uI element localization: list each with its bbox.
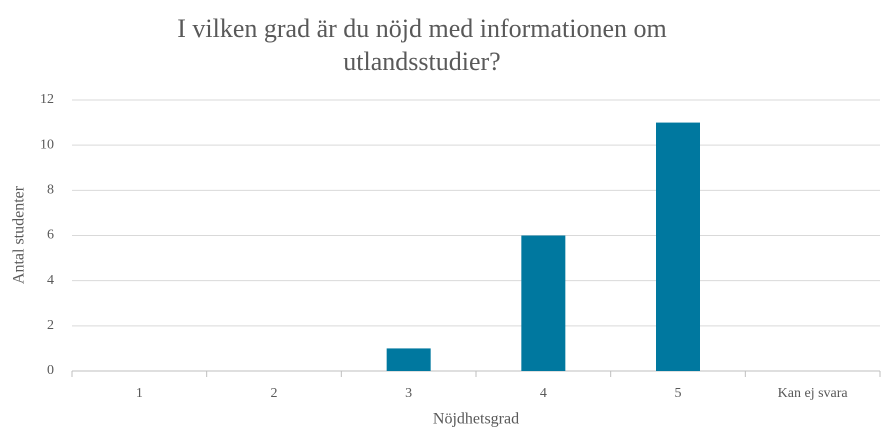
y-tick-label: 6 bbox=[47, 228, 54, 243]
y-tick-label: 8 bbox=[47, 183, 54, 198]
x-axis-label: Nöjdhetsgrad bbox=[433, 411, 519, 428]
x-tick-label: 5 bbox=[675, 386, 682, 401]
y-tick-label: 4 bbox=[47, 273, 54, 288]
y-axis-label: Antal studenter bbox=[11, 185, 28, 284]
y-tick-label: 12 bbox=[40, 92, 54, 107]
bar bbox=[386, 348, 431, 371]
y-tick-label: 2 bbox=[47, 318, 54, 333]
chart-title: I vilken grad är du nöjd med information… bbox=[177, 14, 667, 76]
bar bbox=[656, 122, 700, 371]
x-tick-label: 1 bbox=[136, 386, 143, 401]
x-tick-label: 3 bbox=[405, 386, 412, 401]
x-tick-label: Kan ej svara bbox=[778, 386, 849, 401]
bar bbox=[521, 235, 566, 371]
x-tick-label: 4 bbox=[540, 386, 547, 401]
y-tick-label: 0 bbox=[47, 363, 54, 378]
x-tick-label: 2 bbox=[271, 386, 278, 401]
y-tick-label: 10 bbox=[40, 137, 54, 152]
